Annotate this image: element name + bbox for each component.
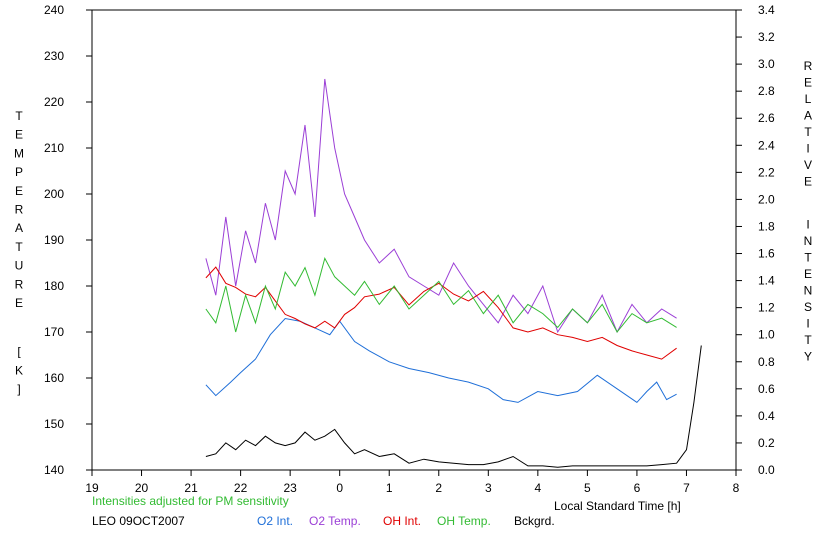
y-right-tick-label: 3.0 [758,57,775,71]
y-left-tick-label: 210 [44,141,64,155]
y-left-tick-label: 170 [44,325,64,339]
y-right-tick-label: 0.8 [758,355,775,369]
axis-label-char: I [806,316,809,330]
x-tick-label: 21 [184,481,198,495]
y-left-tick-label: 180 [44,279,64,293]
plot-frame [91,9,737,471]
series-group [205,78,702,468]
x-tick-label: 3 [485,481,492,495]
y-right-tick-label: 0.4 [758,409,775,423]
x-tick-label: 20 [135,481,149,495]
y-right-tick-label: 1.0 [758,328,775,342]
y-left-tick-label: 190 [44,233,64,247]
y-left-tick-label: 200 [44,187,64,201]
y-right-tick-label: 2.2 [758,165,775,179]
legend-entry-oh-temp: OH Temp. [437,514,491,528]
series-line-bckgrd [205,345,702,468]
axis-label-char: M [14,146,24,160]
y-right-tick-label: 2.0 [758,192,775,206]
x-tick-label: 7 [683,481,690,495]
y-left-tick-label: 240 [44,3,64,17]
y-right-tick-label: 1.8 [758,219,775,233]
y-left-tick-label: 220 [44,95,64,109]
axis-label-char: [ [17,345,21,359]
axis-label-char: Y [804,349,812,363]
x-tick-label: 6 [634,481,641,495]
x-tick-label: 8 [733,481,740,495]
y-left-tick-label: 160 [44,371,64,385]
axis-label-char: E [804,76,812,90]
axis-label-char: T [804,250,812,264]
axis-label-char: L [805,92,812,106]
axis-label-char: E [15,184,23,198]
y-right-tick-label: 2.8 [758,84,775,98]
axis-label-char: N [804,283,813,297]
y-left-tick-label: 230 [44,49,64,63]
axis-label-char: ] [17,382,20,396]
axis-label-char: A [15,221,23,235]
axis-label-char: S [804,300,812,314]
y-right-tick-label: 1.2 [758,301,775,315]
x-tick-label: 4 [535,481,542,495]
x-tick-label: 23 [283,481,297,495]
x-tick-label: 0 [336,481,343,495]
axis-label-char: E [15,128,23,142]
y-right-tick-label: 2.4 [758,138,775,152]
x-tick-label: 5 [584,481,591,495]
site-date-label: LEO 09OCT2007 [92,514,185,528]
axis-label-char: I [806,142,809,156]
series-line-oh-temp [205,257,677,333]
y-left-tick-label: 140 [44,463,64,477]
x-tick-label: 1 [386,481,393,495]
axis-label-char: U [15,259,24,273]
y-right-tick-label: 1.6 [758,247,775,261]
x-tick-label: 2 [435,481,442,495]
y-right-tick-label: 2.6 [758,111,775,125]
x-tick-label: 22 [234,481,248,495]
axis-label-char: E [15,296,23,310]
axis-label-char: V [804,158,812,172]
y-right-tick-label: 3.2 [758,30,775,44]
series-line-o2-int [205,317,677,404]
axis-label-char: R [804,59,813,73]
y-right-tick-label: 0.6 [758,382,775,396]
series-line-oh-int [205,266,677,360]
axis-label-char: K [15,363,23,377]
y-left-tick-label: 150 [44,417,64,431]
axis-label-char: N [804,234,813,248]
y-right-tick-label: 0.0 [758,463,775,477]
axis-label-char: I [806,217,809,231]
axes: 19 20 21 22 23 0 1 2 3 4 5 6 7 8140150160170180190200… [44,3,775,495]
axis-label-char: T [804,125,812,139]
y-right-tick-label: 1.4 [758,274,775,288]
axis-label-char: R [15,277,24,291]
y-right-tick-label: 0.2 [758,436,775,450]
x-axis-label: Local Standard Time [h] [554,499,681,513]
series-line-o2-temp [205,78,677,334]
axis-label-char: T [15,240,23,254]
axis-label-char: E [804,175,812,189]
legend-entry-bckgrd: Bckgrd. [514,514,555,528]
legend-entry-oh-int: OH Int. [383,514,422,528]
axis-label-char: P [15,165,23,179]
y-right-tick-label: 3.4 [758,3,775,17]
x-tick-label: 19 [85,481,99,495]
legend-entry-o2-int: O2 Int. [257,514,294,528]
axis-label-char: E [804,267,812,281]
axis-label-char: T [15,109,23,123]
axis-label-char: T [804,333,812,347]
axis-label-char: A [804,109,812,123]
sensitivity-note: Intensities adjusted for PM sensitivity [92,494,289,508]
axis-label-char: R [15,203,24,217]
legend-entry-o2-temp: O2 Temp. [309,514,361,528]
